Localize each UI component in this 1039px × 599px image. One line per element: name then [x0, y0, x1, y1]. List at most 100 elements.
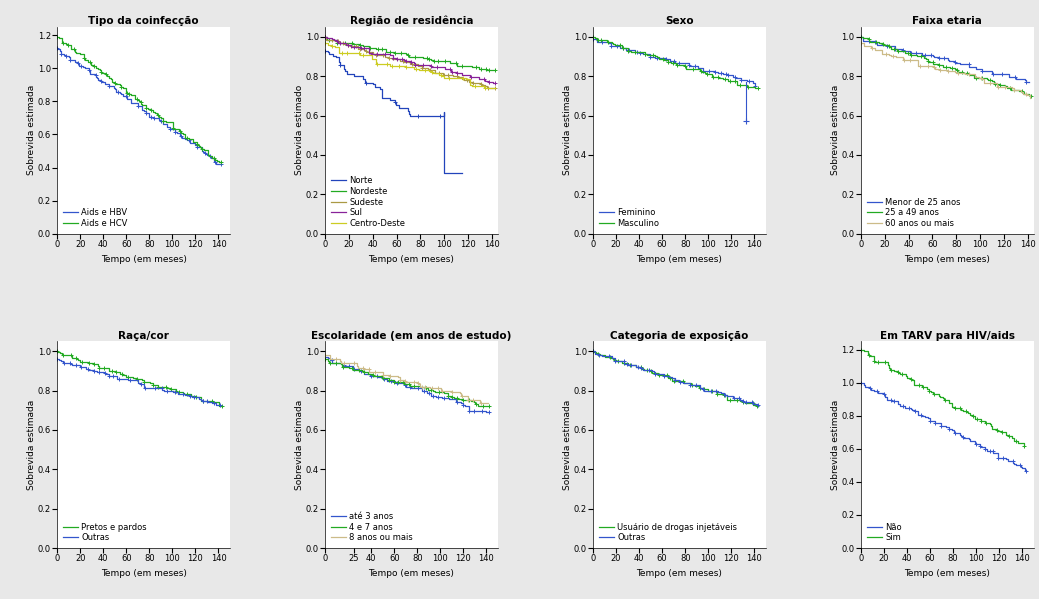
Outras	[676, 380, 689, 387]
Outras	[588, 347, 601, 355]
Nordeste	[319, 33, 331, 40]
Norte	[423, 112, 435, 119]
Pretos e pardos	[133, 376, 145, 383]
Title: Raça/cor: Raça/cor	[118, 331, 169, 340]
Sudeste	[319, 37, 331, 44]
Pretos e pardos	[106, 367, 118, 374]
Y-axis label: Sobrevida estimada: Sobrevida estimada	[831, 400, 841, 490]
Centro-Deste	[479, 84, 491, 92]
Norte	[329, 53, 342, 60]
Sul	[489, 80, 502, 87]
Norte	[434, 112, 447, 119]
Sul	[319, 33, 331, 40]
Norte	[332, 58, 345, 65]
Masculino	[588, 33, 601, 40]
Outras	[52, 357, 64, 364]
Pretos e pardos	[216, 403, 229, 410]
25 a 49 anos	[855, 33, 868, 40]
Sim	[945, 403, 958, 410]
60 anos ou mais	[1024, 95, 1037, 102]
Pretos e pardos	[213, 403, 225, 410]
Norte	[373, 85, 385, 92]
X-axis label: Tempo (em meses): Tempo (em meses)	[904, 569, 990, 578]
Sudeste	[365, 49, 377, 56]
Norte	[418, 112, 430, 119]
X-axis label: Tempo (em meses): Tempo (em meses)	[101, 569, 187, 578]
Centro-Deste	[395, 62, 407, 69]
Sim	[1017, 442, 1030, 449]
Outras	[740, 399, 752, 406]
Norte	[456, 169, 469, 176]
Aids e HBV	[116, 92, 129, 99]
60 anos ou mais	[855, 39, 868, 46]
4 e 7 anos	[483, 403, 496, 410]
Legend: até 3 anos, 4 e 7 anos, 8 anos ou mais: até 3 anos, 4 e 7 anos, 8 anos ou mais	[329, 510, 415, 544]
Masculino	[595, 37, 608, 44]
Sim	[855, 346, 868, 353]
Pretos e pardos	[51, 347, 63, 355]
Outras	[110, 373, 123, 380]
Outras	[751, 402, 764, 409]
Y-axis label: Sobrevida estimada: Sobrevida estimada	[27, 85, 36, 176]
Norte	[332, 55, 345, 62]
Line: Menor de 25 anos: Menor de 25 anos	[861, 37, 1030, 82]
Usuário de drogas injetáveis	[588, 348, 601, 355]
Centro-Deste	[375, 60, 388, 68]
Norte	[359, 78, 372, 86]
Line: Sim: Sim	[861, 350, 1023, 446]
Line: Masculino: Masculino	[593, 37, 757, 88]
X-axis label: Tempo (em meses): Tempo (em meses)	[369, 569, 454, 578]
Norte	[321, 48, 334, 55]
Norte	[419, 112, 431, 119]
Aids e HBV	[61, 53, 74, 60]
Nordeste	[384, 48, 397, 55]
Menor de 25 anos	[1022, 78, 1035, 86]
Norte	[376, 91, 389, 98]
até 3 anos	[331, 359, 344, 367]
Y-axis label: Sobrevida estimada: Sobrevida estimada	[27, 400, 36, 490]
Feminino	[647, 53, 660, 60]
Outras	[751, 402, 764, 409]
Outras	[214, 401, 227, 409]
Sim	[857, 347, 870, 354]
X-axis label: Tempo (em meses): Tempo (em meses)	[369, 255, 454, 264]
8 anos ou mais	[319, 352, 331, 359]
Norte	[402, 107, 415, 114]
Masculino	[659, 56, 671, 63]
Line: até 3 anos: até 3 anos	[325, 357, 489, 413]
8 anos ou mais	[337, 359, 349, 367]
Norte	[404, 112, 417, 119]
Aids e HCV	[109, 80, 122, 87]
Y-axis label: Sobrevida estimada: Sobrevida estimada	[563, 400, 572, 490]
Sudeste	[332, 38, 345, 46]
Feminino	[607, 43, 619, 50]
Norte	[429, 112, 442, 119]
4 e 7 anos	[470, 401, 482, 408]
Menor de 25 anos	[963, 64, 976, 71]
Legend: Feminino, Masculino: Feminino, Masculino	[597, 207, 661, 229]
Sul	[488, 80, 501, 87]
Line: Feminino: Feminino	[593, 39, 754, 86]
até 3 anos	[467, 407, 479, 414]
Outras	[201, 398, 213, 405]
Nordeste	[331, 39, 344, 46]
25 a 49 anos	[1003, 84, 1015, 92]
Norte	[356, 75, 369, 83]
25 a 49 anos	[871, 39, 883, 46]
Sudeste	[319, 33, 331, 40]
X-axis label: Tempo (em meses): Tempo (em meses)	[637, 255, 722, 264]
Line: Pretos e pardos: Pretos e pardos	[57, 351, 222, 406]
8 anos ou mais	[455, 392, 468, 400]
Line: Aids e HBV: Aids e HBV	[57, 49, 221, 164]
X-axis label: Tempo (em meses): Tempo (em meses)	[904, 255, 990, 264]
Não	[855, 379, 868, 386]
Masculino	[749, 84, 762, 92]
Pretos e pardos	[113, 368, 126, 376]
até 3 anos	[479, 409, 491, 416]
Masculino	[587, 33, 600, 40]
Legend: Norte, Nordeste, Sudeste, Sul, Centro-Deste: Norte, Nordeste, Sudeste, Sul, Centro-De…	[329, 174, 407, 229]
Line: Não: Não	[861, 383, 1025, 471]
Aids e HBV	[103, 82, 115, 89]
Masculino	[751, 84, 764, 92]
Title: Faixa etaria: Faixa etaria	[912, 16, 982, 26]
